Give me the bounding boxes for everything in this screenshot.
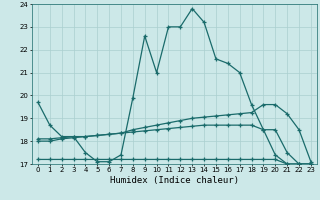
X-axis label: Humidex (Indice chaleur): Humidex (Indice chaleur) bbox=[110, 176, 239, 185]
